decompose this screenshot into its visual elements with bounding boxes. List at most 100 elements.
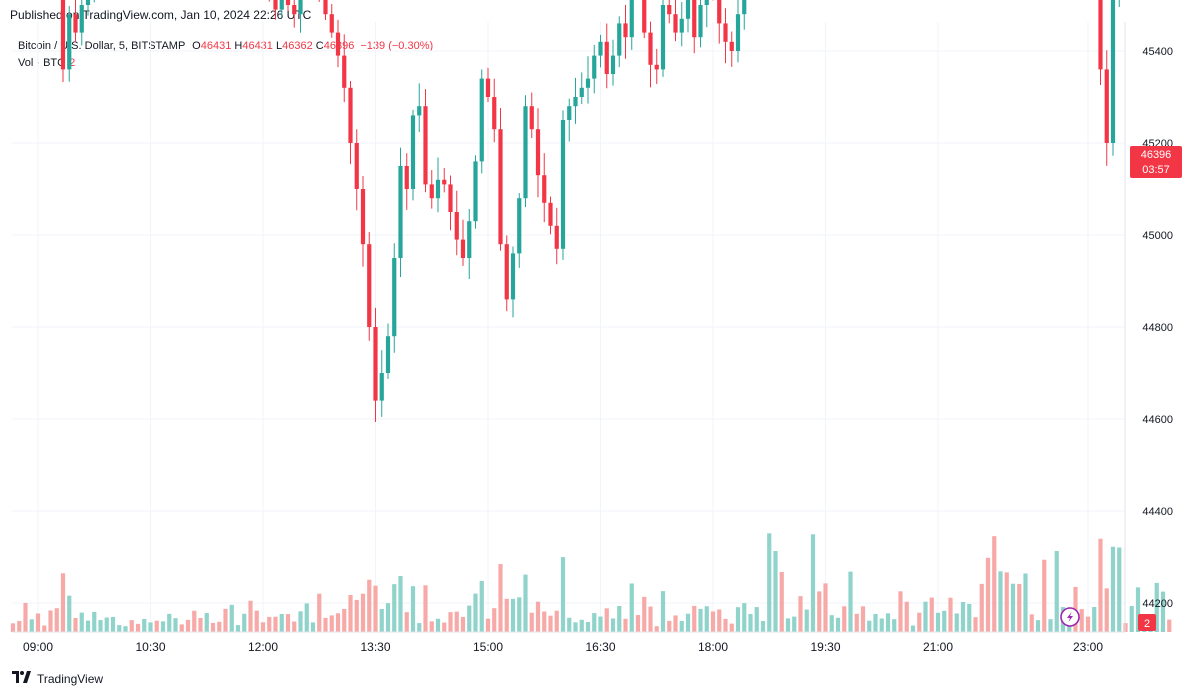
volume-bar (60, 573, 66, 632)
candle-body (292, 5, 297, 15)
volume-bar (1017, 583, 1022, 632)
volume-bar (729, 623, 734, 632)
volume-bar (54, 608, 59, 632)
candle-body (385, 336, 391, 373)
volume-bar (560, 557, 566, 632)
volume-bar (123, 626, 128, 632)
volume-label[interactable]: Vol · BTC (18, 57, 66, 69)
volume-bar (23, 602, 28, 632)
volume-bar (535, 601, 541, 632)
volume-bar (142, 618, 147, 632)
volume-bar (467, 605, 472, 632)
volume-bar (1085, 616, 1091, 632)
volume-bar (1110, 546, 1116, 632)
volume-bar (1042, 559, 1047, 632)
volume-bar (967, 603, 972, 632)
volume-bar (592, 613, 597, 632)
volume-bar (798, 596, 803, 632)
price-axis[interactable]: 4420044400446004480045000452004540045600… (1142, 0, 1173, 610)
price-tick-label: 44400 (1142, 506, 1173, 518)
volume-bar (779, 572, 784, 632)
candle-body (279, 0, 284, 10)
volume-bar (292, 621, 297, 632)
candle-body (510, 253, 516, 300)
volume-bar (860, 606, 866, 632)
volume-bar (542, 611, 547, 632)
time-tick-label: 21:00 (923, 640, 953, 654)
candle-body (273, 0, 278, 10)
price-tick-label: 45000 (1142, 230, 1173, 242)
time-axis[interactable]: 09:00 10:30 12:00 13:30 15:00 16:30 18:00 19:30… (23, 640, 1103, 654)
volume-bar (417, 623, 422, 632)
candle-body (729, 41, 734, 51)
candle-body (460, 239, 466, 258)
volume-bar (117, 625, 122, 632)
candle-body (667, 5, 672, 15)
candle-body (523, 106, 528, 199)
volume-bar (867, 620, 872, 632)
volume-bar (810, 534, 816, 632)
close-label: C (315, 40, 324, 52)
volume-bar (717, 609, 722, 632)
symbol-label[interactable]: Bitcoin / U.S. Dollar, 5, BITSTAMP (18, 40, 186, 52)
volume-tag: 2 (1138, 614, 1156, 631)
volume-bar (948, 597, 953, 632)
volume-bar (448, 612, 453, 632)
candles (60, 0, 1120, 423)
time-tick-label: 10:30 (135, 640, 165, 654)
candle-body (342, 55, 347, 88)
volume-bar (1098, 538, 1103, 632)
volume-bar (642, 596, 647, 632)
candle-body (517, 198, 522, 254)
volume-bars (10, 533, 1172, 632)
price-tag: 46396 03:57 (1130, 146, 1182, 178)
volume-bar (1010, 583, 1016, 632)
candle-body (354, 143, 359, 189)
candle-body (642, 0, 647, 33)
volume-bar (623, 618, 628, 632)
candle-body (454, 212, 459, 240)
volume-bar (148, 622, 153, 632)
price-tick-label: 45400 (1142, 46, 1173, 58)
candle-body (473, 161, 478, 222)
volume-bar (567, 617, 572, 632)
candle-body (610, 55, 616, 74)
volume-bar (385, 603, 391, 632)
time-tick-label: 09:00 (23, 640, 53, 654)
lightning-icon[interactable] (1060, 607, 1080, 627)
volume-bar (1029, 614, 1034, 632)
volume-bar (792, 616, 797, 632)
time-tick-label: 18:00 (698, 640, 728, 654)
volume-bar (185, 619, 191, 632)
volume-bar (42, 625, 47, 632)
volume-bar (367, 579, 372, 632)
volume-bar (1004, 572, 1009, 632)
price-tick-label: 44600 (1142, 414, 1173, 426)
candle-body (717, 0, 722, 24)
candle-body (329, 14, 334, 33)
volume-bar (267, 616, 272, 632)
candle-body (592, 55, 597, 79)
candle-body (298, 0, 303, 15)
volume-bar (548, 615, 553, 632)
volume-bar (704, 606, 709, 632)
candle-body (573, 97, 578, 107)
candle-body (504, 244, 509, 300)
volume-bar (885, 613, 891, 632)
low-value: 46362 (282, 40, 313, 52)
footer-brand[interactable]: TradingView (12, 671, 103, 686)
volume-bar (1048, 619, 1053, 632)
volume-bar (554, 610, 559, 632)
candle-body (323, 0, 328, 15)
candle-body (442, 179, 447, 185)
candle-body (398, 166, 403, 258)
volume-row: Vol · BTC 2 (18, 55, 433, 72)
volume-bar (454, 611, 459, 632)
candle-body (673, 14, 678, 33)
volume-bar (160, 621, 166, 632)
volume-bar (904, 601, 909, 632)
candle-body (485, 78, 491, 97)
volume-bar (804, 609, 809, 632)
volume-bar (10, 623, 16, 632)
